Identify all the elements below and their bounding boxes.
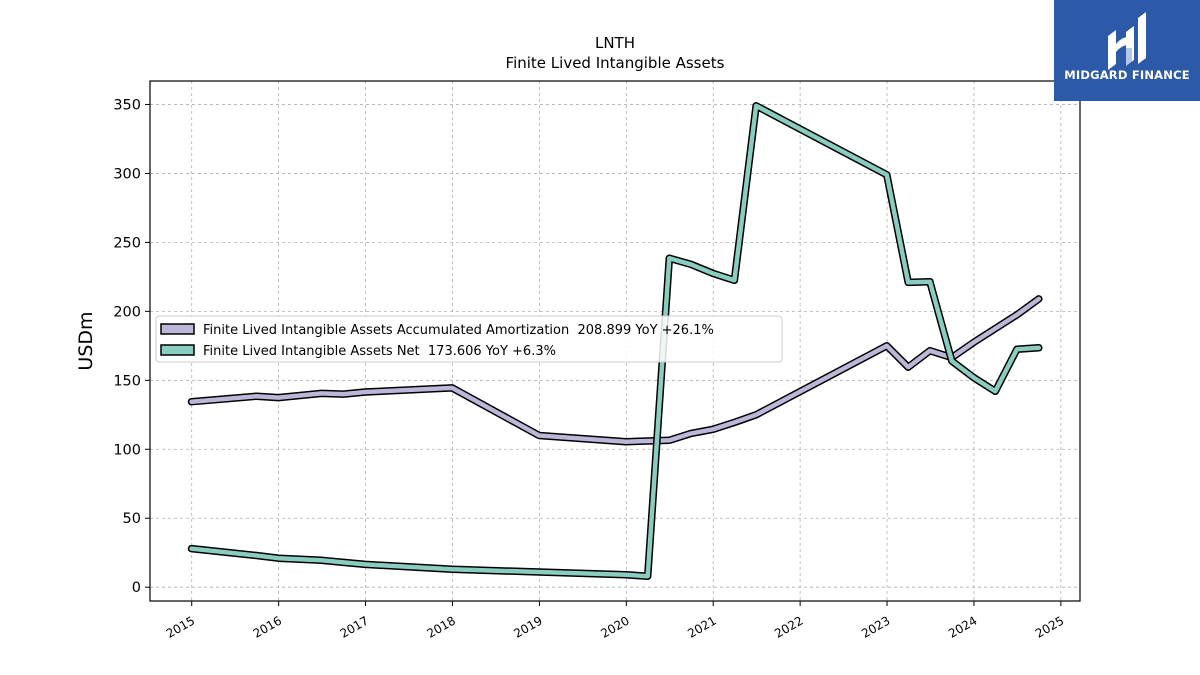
chart-subtitle: Finite Lived Intangible Assets	[506, 54, 725, 72]
x-tick-label: 2021	[685, 613, 718, 640]
x-tick-label: 2023	[859, 613, 892, 640]
y-tick-label: 0	[132, 580, 141, 596]
x-tick-label: 2025	[1033, 613, 1066, 640]
series-2-line	[189, 103, 1042, 579]
x-axis: 2015 2016 2017 2018 2019 2020 2021 2022 2023 2024…	[164, 601, 1066, 641]
y-axis-label: USDm	[75, 311, 97, 370]
x-tick-label: 2019	[511, 613, 544, 640]
y-tick-label: 250	[113, 235, 141, 251]
legend-label-2: Finite Lived Intangible Assets Net 173.6…	[203, 344, 556, 359]
legend-label-1: Finite Lived Intangible Assets Accumulat…	[203, 323, 714, 338]
plot-frame	[149, 80, 1081, 602]
midgard-finance-logo: MIDGARD FINANCE	[1054, 0, 1200, 101]
grid	[150, 81, 1080, 601]
x-tick-label: 2016	[251, 613, 284, 640]
x-tick-label: 2020	[598, 613, 631, 640]
x-tick-label: 2017	[338, 613, 371, 640]
x-tick-label: 2024	[946, 613, 979, 640]
y-tick-label: 150	[113, 373, 141, 389]
x-tick-label: 2018	[425, 613, 458, 640]
midgard-logo-icon	[1108, 12, 1146, 70]
legend-swatch-2	[160, 344, 195, 356]
logo-text: MIDGARD FINANCE	[1064, 68, 1190, 82]
legend: Finite Lived Intangible Assets Accumulat…	[155, 315, 783, 363]
y-tick-label: 350	[113, 97, 141, 113]
y-tick-label: 50	[123, 511, 141, 527]
chart-title: LNTH	[595, 34, 635, 52]
series-layer	[187, 102, 1043, 580]
y-tick-label: 200	[113, 304, 141, 320]
y-tick-label: 300	[113, 166, 141, 182]
legend-swatch-1	[160, 323, 195, 335]
x-tick-label: 2022	[772, 613, 805, 640]
series-1-line	[189, 296, 1042, 444]
legend-box	[155, 315, 783, 363]
y-tick-label: 100	[113, 442, 141, 458]
x-tick-label: 2015	[164, 613, 197, 640]
y-axis: 0 50 100 150 200 250 300 350	[113, 97, 150, 596]
